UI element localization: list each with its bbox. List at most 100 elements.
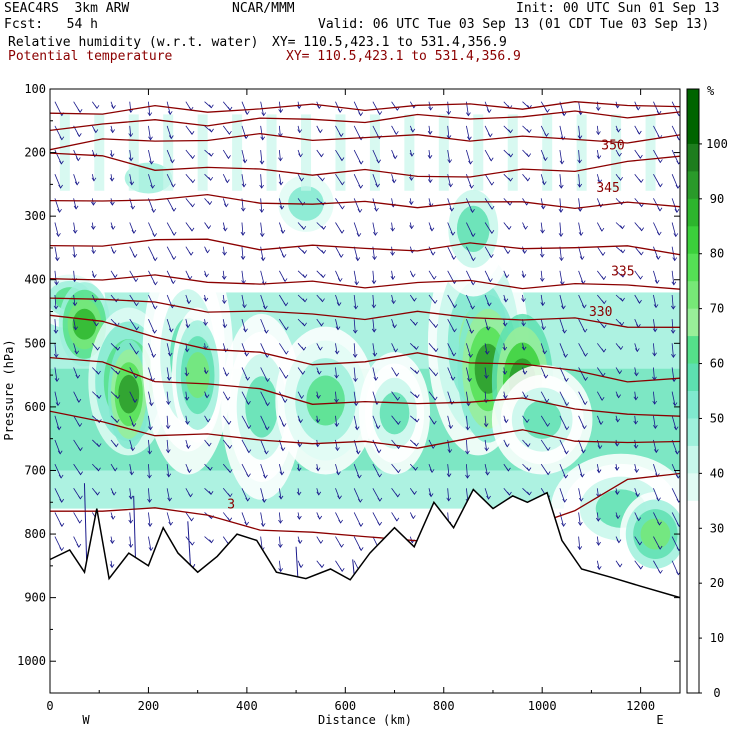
wind-vector [54,222,59,237]
wind-vector-head [227,469,233,474]
wind-vector-head [94,322,99,327]
wind-vector [559,512,564,527]
wind-vector-head [414,394,420,399]
wind-vector-head [93,129,99,134]
wind-vector-head [242,304,247,309]
wind-vector-head [617,370,623,375]
wind-vector [503,367,506,375]
wind-vector-head [283,374,289,379]
wind-vector-head [321,250,327,254]
wind-vector [166,343,171,357]
y-tick-label: 100 [24,82,46,96]
wind-vector [372,270,375,284]
wind-vector [278,222,284,234]
wind-vector-head [335,326,341,331]
wind-vector-head [414,346,419,351]
wind-vector-head [227,445,233,449]
theta-contour [50,314,680,383]
wind-vector [297,464,300,471]
wind-vector-head [299,177,304,182]
valid-time: Valid: 06 UTC Tue 03 Sep 13 (01 CDT Tue … [318,17,710,32]
wind-vector-head [390,251,395,256]
wind-vector-head [128,519,134,524]
wind-vector [540,270,543,282]
x-tick-label: 200 [138,699,160,713]
wind-vector-head [296,467,302,472]
wind-vector [148,439,151,454]
wind-vector [260,294,266,309]
wind-vector-head [128,133,134,138]
wind-vector-head [371,328,377,333]
wind-vector-head [620,273,626,278]
wind-vector [466,294,473,310]
wind-vector-head [432,299,438,304]
wind-vector-head [171,231,177,236]
wind-vector-head [170,159,175,164]
wind-vector [653,463,658,477]
wind-vector [187,521,192,573]
wind-vector [185,319,189,328]
field2-xy: XY= 110.5,423.1 to 531.4,356.9 [286,49,521,64]
wind-vector-head [170,183,176,188]
wind-vector-head [508,129,513,134]
wind-vector-head [372,352,378,357]
y-tick-label: 500 [24,336,46,350]
rh-streak [59,114,70,191]
wind-vector-head [633,420,639,425]
wind-vector [335,439,338,451]
colorbar-segment [687,583,699,612]
wind-vector [559,270,563,285]
wind-vector [278,536,281,548]
wind-vector-head [224,372,230,377]
wind-vector-head [134,326,140,331]
wind-vector-head [265,378,270,383]
wind-vector-head [243,135,249,140]
wind-vector-head [134,302,139,307]
wind-vector [615,246,624,253]
wind-vector [129,439,134,451]
wind-vector-head [653,449,659,454]
wind-vector-head [395,493,401,498]
wind-vector-head [203,321,208,326]
wind-vector-head [448,425,454,430]
wind-vector-head [264,426,270,431]
wind-vector-head [449,207,455,212]
wind-vector [129,222,135,234]
wind-vector [148,174,153,189]
wind-vector-head [502,370,508,375]
colorbar-segment [687,528,699,557]
wind-vector [73,319,77,330]
colorbar-segment [687,116,699,145]
wind-vector [653,270,658,284]
wind-vector-head [503,298,509,303]
theta-contour [50,472,680,542]
wind-vector-head [413,466,418,471]
wind-vector-head [77,423,83,428]
wind-vector [129,415,135,427]
colorbar-segment [687,198,699,227]
wind-vector-head [171,256,177,261]
wind-vector-head [336,471,341,476]
wind-vector [578,246,583,260]
wind-vector-head [376,159,381,164]
wind-vector [335,343,338,354]
wind-vector-head [150,184,155,189]
wind-vector-head [577,135,583,140]
wind-vector-head [618,346,624,351]
wind-vector [278,149,281,161]
wind-vector [540,294,544,306]
wind-vector-head [209,104,214,109]
wind-vector-head [184,396,190,401]
wind-vector [522,294,524,302]
wind-vector [559,149,563,164]
colorbar-label: 30 [710,521,724,535]
x-tick-label: 600 [334,699,356,713]
wind-vector [653,319,656,332]
colorbar-segment [687,473,699,502]
wind-vector-head [227,517,233,522]
wind-vector [484,367,487,379]
wind-vector [615,270,624,278]
wind-vector [391,174,395,183]
x-tick-label: 800 [433,699,455,713]
wind-vector [466,319,473,334]
